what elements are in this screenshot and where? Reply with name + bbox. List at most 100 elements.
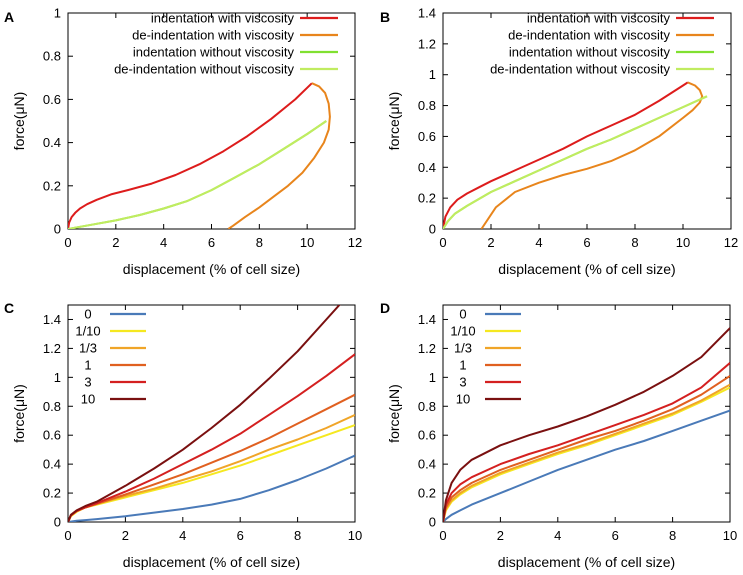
series-line-0: [443, 409, 730, 522]
y-tick-label: 0.8: [418, 399, 436, 414]
legend-label: indentation with viscosity: [151, 11, 295, 26]
series-line-1-3: [68, 413, 355, 522]
legend: indentation with viscosity de-indentation…: [490, 11, 714, 77]
y-tick-label: 0.8: [43, 399, 61, 414]
legend-label: de-indentation without viscosity: [490, 62, 670, 77]
y-axis-label: force(μN): [386, 384, 402, 443]
legend-label: indentation with viscosity: [527, 11, 671, 26]
y-tick-label: 1: [429, 67, 436, 82]
series-line-3: [443, 362, 730, 522]
x-tick-label: 8: [256, 235, 263, 250]
x-tick-label: 6: [208, 235, 215, 250]
y-tick-label: 0.6: [418, 428, 436, 443]
x-tick-label: 2: [487, 235, 494, 250]
y-axis-label: force(μN): [386, 92, 402, 151]
y-tick-label: 1: [54, 370, 61, 385]
legend-label: 1: [84, 358, 91, 373]
x-tick-label: 4: [535, 235, 542, 250]
legend-label: 10: [456, 392, 470, 407]
x-axis-label: displacement (% of cell size): [123, 554, 300, 570]
y-tick-label: 1.2: [418, 341, 436, 356]
series-line-1: [68, 393, 355, 522]
y-tick-label: 0.4: [418, 160, 436, 175]
plot-frame: [67, 304, 356, 523]
x-tick-label: 0: [64, 528, 71, 543]
x-tick-label: 8: [669, 528, 676, 543]
legend-label: 0: [84, 307, 91, 322]
legend-label: 3: [84, 375, 91, 390]
series-line-1-3: [443, 383, 730, 522]
x-tick-label: 0: [64, 235, 71, 250]
panel-A: A 0 2 4 6 8 10 12 0 0.2 0.4 0.6 0.8 1 displacement (% …: [4, 6, 362, 278]
x-tick-label: 0: [439, 528, 446, 543]
x-tick-label: 4: [160, 235, 167, 250]
x-tick-label: 10: [723, 528, 737, 543]
series-line-indentation-without-viscosity: [68, 120, 327, 229]
series-line-10: [443, 327, 730, 522]
legend-label: 1/3: [79, 341, 97, 356]
legend-label: 1/3: [454, 341, 472, 356]
panel-C: C0 2 4 6 8 1000.20.40.60.811.21.4displacement…: [4, 300, 362, 570]
legend-label: de-indentation without viscosity: [114, 62, 294, 77]
y-tick-label: 1.2: [418, 36, 436, 51]
y-tick-label: 1.4: [418, 6, 436, 21]
x-tick-label: 12: [724, 235, 738, 250]
panel-B: B 0 2 4 6 8 10 12 0 0.2 0.4 0.6 0.8 1 1.2 1.4 displaceme…: [380, 6, 738, 278]
legend-label: 10: [81, 392, 95, 407]
x-tick-label: 2: [497, 528, 504, 543]
y-tick-label: 0.2: [418, 191, 436, 206]
panel-label: D: [380, 300, 390, 316]
x-tick-label: 6: [583, 235, 590, 250]
series-line-indentation-with-viscosity: [443, 81, 689, 229]
series-line-1-10: [443, 386, 730, 522]
y-tick-label: 0: [54, 515, 61, 530]
x-tick-label: 12: [348, 235, 362, 250]
y-tick-label: 1: [429, 370, 436, 385]
legend-label: 1: [459, 358, 466, 373]
series-line-de-indentation-with-viscosity: [480, 81, 704, 229]
legend-label: indentation without viscosity: [509, 45, 671, 60]
x-tick-label: 10: [348, 528, 362, 543]
panel-label: A: [4, 9, 14, 25]
series-line-10: [68, 305, 341, 522]
legend-label: 0: [459, 307, 466, 322]
y-axis-label: force(μN): [11, 92, 27, 151]
series-line-3: [68, 353, 355, 522]
panel-label: B: [380, 9, 390, 25]
y-tick-label: 1.4: [43, 312, 61, 327]
y-tick-label: 0.6: [43, 428, 61, 443]
legend-label: de-indentation with viscosity: [508, 28, 670, 43]
y-tick-label: 0.4: [43, 457, 61, 472]
x-axis-label: displacement (% of cell size): [498, 554, 675, 570]
legend-label: indentation without viscosity: [133, 45, 295, 60]
y-axis-label: force(μN): [11, 384, 27, 443]
y-tick-label: 0.8: [418, 98, 436, 113]
legend-label: 3: [459, 375, 466, 390]
x-tick-label: 8: [294, 528, 301, 543]
series-line-de-indentation-without-viscosity: [443, 95, 708, 229]
series-line-indentation-without-viscosity: [443, 95, 708, 229]
y-tick-label: 0.4: [418, 457, 436, 472]
legend: 0 1/10 1/3 1 3 10: [75, 307, 146, 407]
y-tick-label: 0.6: [418, 129, 436, 144]
y-tick-label: 0.2: [43, 178, 61, 193]
y-tick-label: 0: [54, 222, 61, 237]
x-tick-label: 10: [676, 235, 690, 250]
y-tick-label: 1.2: [43, 341, 61, 356]
x-axis-label: displacement (% of cell size): [123, 261, 300, 277]
x-tick-label: 2: [112, 235, 119, 250]
y-tick-label: 1: [54, 6, 61, 21]
x-tick-label: 4: [554, 528, 561, 543]
legend: 0 1/10 1/3 1 3 10: [450, 307, 521, 407]
series-line-1: [443, 375, 730, 522]
x-tick-label: 6: [612, 528, 619, 543]
legend-label: 1/10: [450, 324, 475, 339]
series-line-0: [68, 454, 355, 522]
legend-label: de-indentation with viscosity: [132, 28, 294, 43]
y-tick-label: 0: [429, 222, 436, 237]
panel-D: D0 2 4 6 8 1000.20.40.60.811.21.4displacement…: [380, 300, 737, 570]
y-tick-label: 0: [429, 515, 436, 530]
x-tick-label: 8: [631, 235, 638, 250]
y-tick-label: 0.2: [43, 486, 61, 501]
